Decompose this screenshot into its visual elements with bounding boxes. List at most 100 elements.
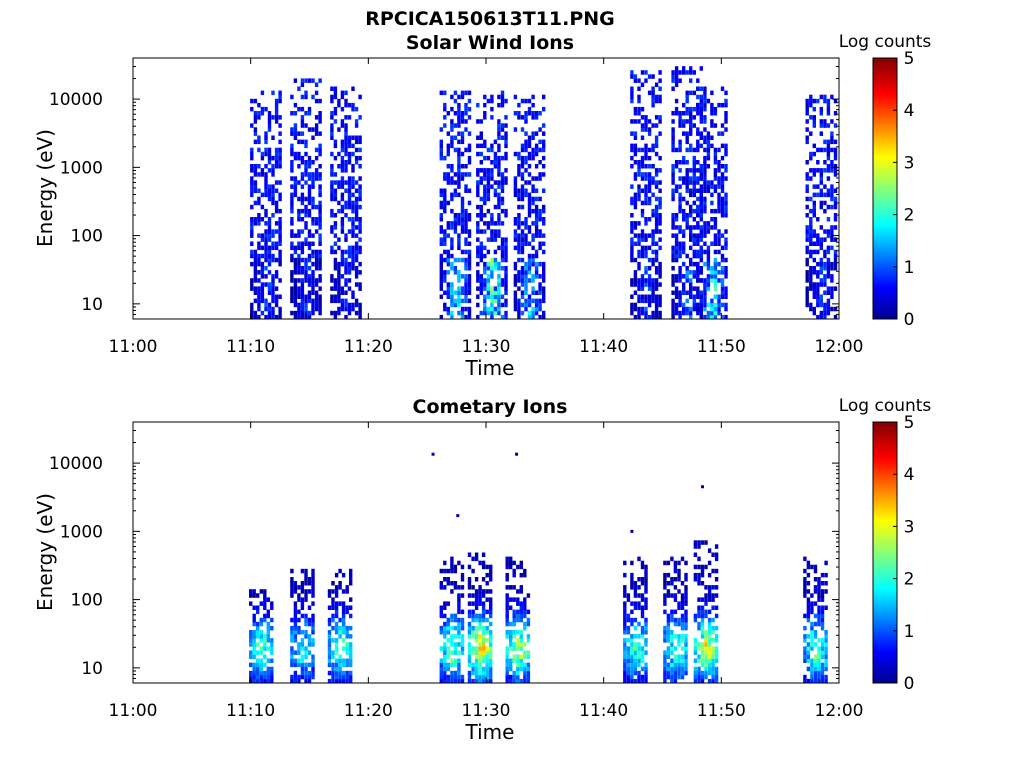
heatmap-cell: [504, 270, 508, 275]
heatmap-cell: [446, 221, 450, 226]
heatmap-cell: [699, 257, 703, 263]
heatmap-cell: [524, 115, 528, 120]
heatmap-cell: [446, 282, 450, 287]
heatmap-cell: [485, 564, 489, 570]
heatmap-cell: [450, 127, 454, 132]
heatmap-cell: [478, 621, 482, 627]
heatmap-cell: [833, 253, 838, 259]
heatmap-cell: [345, 646, 349, 651]
heatmap-cell: [439, 139, 443, 145]
heatmap-cell: [630, 229, 634, 234]
heatmap-cell: [710, 217, 714, 222]
heatmap-cell: [714, 638, 719, 643]
heatmap-cell: [439, 630, 443, 635]
heatmap-cell: [644, 151, 648, 157]
heatmap-cell: [504, 257, 508, 263]
heatmap-cell: [467, 160, 472, 165]
heatmap-cell: [483, 94, 487, 100]
heatmap-cell: [644, 196, 648, 202]
heatmap-cell: [267, 115, 272, 120]
heatmap-cell: [671, 298, 675, 304]
heatmap-cell: [259, 589, 263, 594]
heatmap-cell: [354, 270, 359, 275]
heatmap-cell: [809, 286, 813, 291]
heatmap-cell: [443, 90, 447, 96]
heatmap-cell: [300, 589, 305, 594]
heatmap-cell: [340, 94, 345, 100]
heatmap-cell: [264, 176, 268, 181]
heatmap-cell: [476, 302, 480, 308]
heatmap-cell: [809, 274, 813, 279]
heatmap-cell: [647, 282, 652, 287]
heatmap-cell: [824, 560, 828, 566]
heatmap-cell: [307, 638, 312, 643]
heatmap-cell: [677, 634, 681, 639]
heatmap-cell: [278, 98, 282, 104]
heatmap-cell: [651, 237, 655, 242]
heatmap-cell: [307, 176, 312, 181]
heatmap-cell: [486, 155, 491, 161]
heatmap-cell: [300, 282, 305, 287]
heatmap-cell: [333, 90, 338, 96]
heatmap-cell: [651, 86, 655, 91]
heatmap-cell: [824, 630, 828, 635]
heatmap-cell: [267, 123, 272, 128]
heatmap-cell: [647, 298, 652, 304]
colorbar-label-cometary: Log counts: [839, 396, 932, 416]
heatmap-cell: [710, 90, 714, 96]
heatmap-cell: [696, 274, 700, 279]
heatmap-cell: [457, 666, 461, 672]
heatmap-cell: [504, 266, 508, 271]
heatmap-cell: [443, 290, 447, 295]
heatmap-cell: [527, 261, 532, 267]
heatmap-cell: [457, 115, 461, 120]
heatmap-cell: [293, 621, 298, 627]
heatmap-cell: [300, 94, 305, 100]
heatmap-cell: [349, 658, 353, 663]
heatmap-cell: [689, 188, 693, 193]
heatmap-cell: [453, 229, 458, 234]
heatmap-cell: [341, 613, 346, 619]
heatmap-outlier-cell: [431, 452, 435, 456]
heatmap-cell: [471, 650, 475, 655]
heatmap-cell: [314, 123, 319, 128]
heatmap-cell: [446, 601, 450, 606]
heatmap-cell: [826, 176, 831, 181]
heatmap-cell: [318, 119, 322, 124]
heatmap-cell: [527, 213, 532, 218]
heatmap-cell: [443, 560, 447, 566]
heatmap-cell: [633, 625, 638, 631]
heatmap-cell: [467, 642, 472, 647]
heatmap-cell: [523, 625, 527, 631]
heatmap-cell: [813, 601, 818, 606]
heatmap-cell: [489, 658, 493, 663]
heatmap-cell: [704, 650, 708, 655]
heatmap-cell: [490, 94, 494, 100]
heatmap-cell: [497, 180, 501, 185]
heatmap-cell: [271, 213, 275, 218]
heatmap-cell: [340, 155, 345, 161]
heatmap-cell: [504, 139, 508, 145]
colorbar-label-solar-wind: Log counts: [839, 32, 932, 52]
heatmap-cell: [453, 625, 458, 631]
heatmap-cell: [830, 274, 834, 279]
heatmap-cell: [266, 658, 270, 663]
heatmap-cell: [640, 147, 645, 153]
colorbar-tick-label: 5: [904, 413, 915, 433]
heatmap-cell: [689, 290, 693, 295]
heatmap-cell: [443, 654, 447, 659]
heatmap-cell: [344, 90, 348, 96]
heatmap-cell: [680, 617, 685, 623]
heatmap-cell: [250, 310, 254, 316]
heatmap-cell: [630, 621, 634, 627]
heatmap-cell: [519, 613, 523, 619]
heatmap-cell: [696, 237, 700, 242]
heatmap-cell: [654, 249, 659, 255]
heatmap-cell: [337, 310, 341, 316]
heatmap-cell: [630, 634, 634, 639]
heatmap-cell: [689, 127, 693, 132]
heatmap-cell: [644, 278, 648, 283]
heatmap-cell: [249, 642, 253, 647]
heatmap-cell: [826, 147, 831, 153]
heatmap-cell: [481, 609, 486, 615]
